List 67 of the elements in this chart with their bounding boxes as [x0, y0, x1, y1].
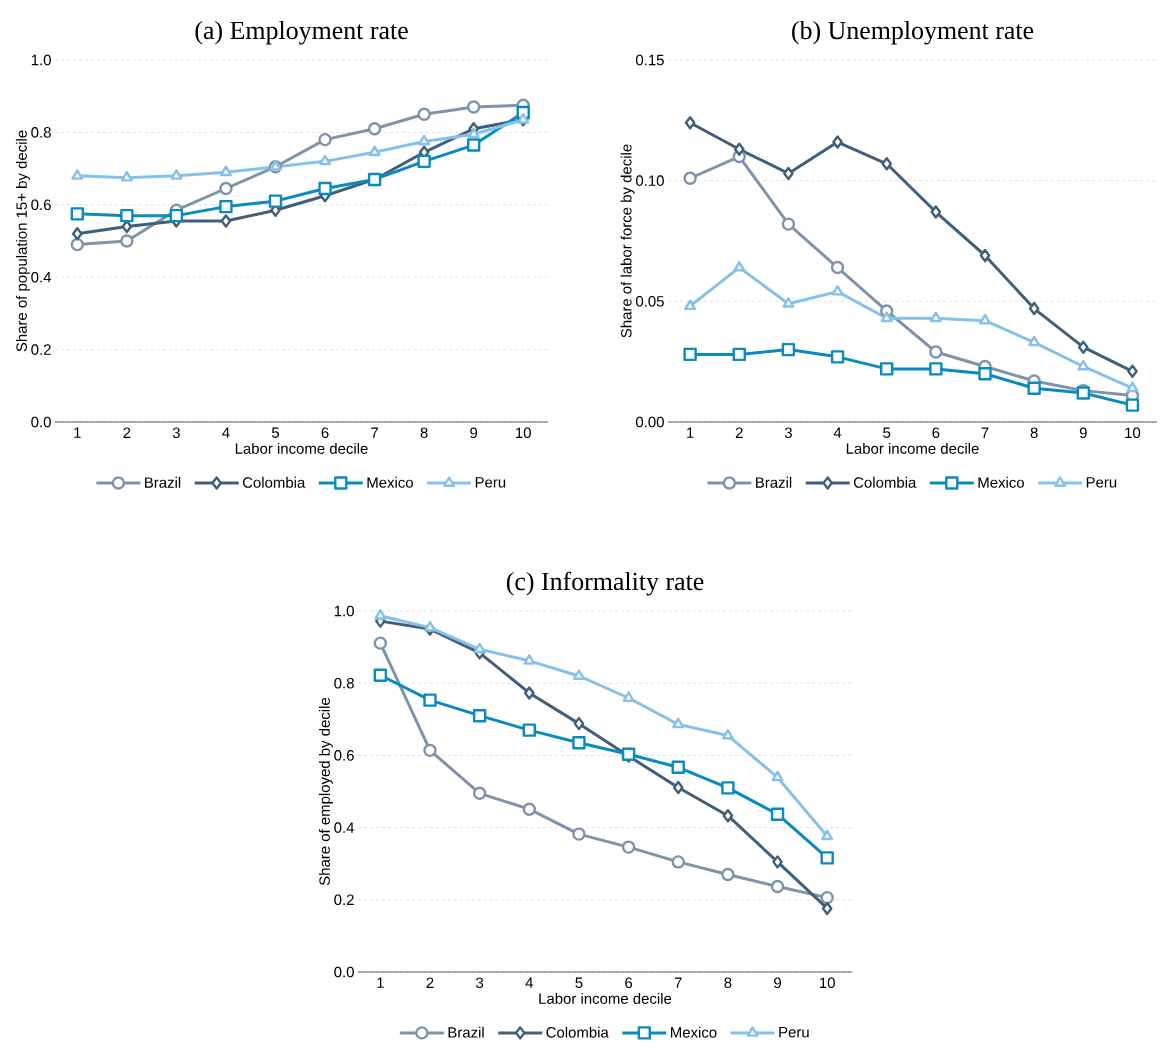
x-tick-label: 8 [724, 977, 732, 989]
y-tick-label: 0.8 [334, 677, 354, 689]
legend-label: Brazil [145, 476, 181, 488]
x-tick-label: 3 [476, 977, 484, 989]
x-tick-label: 4 [222, 427, 230, 438]
y-axis-title: Share of population 15+ by decile [15, 130, 30, 352]
x-tick-label: 3 [172, 427, 180, 439]
chart-title: (c) Informality rate [506, 571, 704, 596]
legend-label: Colombia [853, 476, 917, 488]
x-tick-label: 10 [820, 977, 835, 989]
legend-label: Brazil [448, 1026, 484, 1038]
y-tick-label: 0.4 [334, 822, 355, 833]
x-tick-label: 10 [1125, 427, 1141, 439]
x-tick-label: 5 [883, 427, 891, 438]
x-tick-label: 2 [426, 977, 434, 988]
chart-title: (b) Unemployment rate [792, 20, 1034, 45]
y-tick-label: 0.2 [334, 894, 354, 906]
y-tick-label: 0.4 [31, 271, 52, 283]
y-tick-label: 0.6 [31, 199, 51, 211]
legend-label: Mexico [671, 1026, 717, 1038]
x-tick-label: 2 [123, 427, 131, 438]
x-tick-label: 1 [377, 977, 384, 988]
y-tick-label: 0.15 [635, 54, 664, 66]
x-tick-label: 5 [575, 977, 583, 988]
legend-label: Peru [779, 1027, 809, 1038]
y-tick-label: 1.0 [334, 605, 354, 617]
x-tick-label: 9 [774, 977, 781, 989]
x-tick-label: 2 [735, 427, 743, 438]
legend-label: Peru [1086, 477, 1117, 488]
x-tick-label: 4 [833, 427, 842, 438]
x-tick-label: 6 [625, 977, 633, 989]
chart-title: (a) Employment rate [195, 20, 408, 45]
legend-label: Peru [475, 477, 506, 488]
x-tick-label: 1 [687, 427, 694, 438]
x-tick-label: 4 [525, 977, 534, 988]
x-axis-title: Labor income decile [846, 442, 979, 454]
y-tick-label: 1.0 [31, 54, 51, 66]
x-tick-label: 5 [271, 427, 280, 438]
x-axis-title: Labor income decile [539, 992, 672, 1004]
y-tick-label: 0.0 [31, 416, 51, 428]
x-tick-label: 1 [74, 427, 81, 438]
legend-label: Mexico [367, 476, 413, 488]
legend-label: Mexico [978, 476, 1024, 488]
x-tick-label: 8 [420, 427, 428, 439]
x-tick-label: 7 [981, 427, 989, 438]
legend-label: Brazil [756, 476, 792, 488]
x-tick-label: 9 [1079, 427, 1087, 439]
x-tick-label: 10 [516, 427, 531, 439]
x-tick-label: 6 [932, 427, 940, 439]
y-tick-label: 0.2 [31, 344, 51, 355]
x-axis-title: Labor income decile [235, 442, 368, 454]
y-axis-title: Share of labor force by decile [620, 144, 635, 338]
y-tick-label: 0.0 [334, 966, 354, 978]
legend-label: Colombia [546, 1026, 609, 1038]
y-tick-label: 0.6 [334, 750, 354, 761]
x-tick-label: 7 [371, 427, 378, 438]
x-tick-label: 6 [321, 427, 329, 439]
x-tick-label: 8 [1030, 427, 1038, 439]
y-axis-title: Share of employed by decile [318, 697, 333, 886]
x-tick-label: 3 [784, 427, 792, 439]
x-tick-label: 9 [470, 427, 478, 439]
legend-label: Colombia [242, 476, 306, 488]
y-tick-label: 0.10 [635, 175, 664, 186]
x-tick-label: 7 [674, 977, 682, 988]
y-tick-label: 0.00 [635, 416, 664, 428]
y-tick-label: 0.8 [31, 127, 51, 138]
y-tick-label: 0.05 [635, 296, 664, 307]
